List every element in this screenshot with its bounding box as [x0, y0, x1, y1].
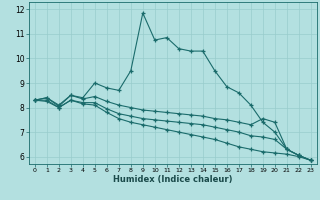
X-axis label: Humidex (Indice chaleur): Humidex (Indice chaleur): [113, 175, 233, 184]
